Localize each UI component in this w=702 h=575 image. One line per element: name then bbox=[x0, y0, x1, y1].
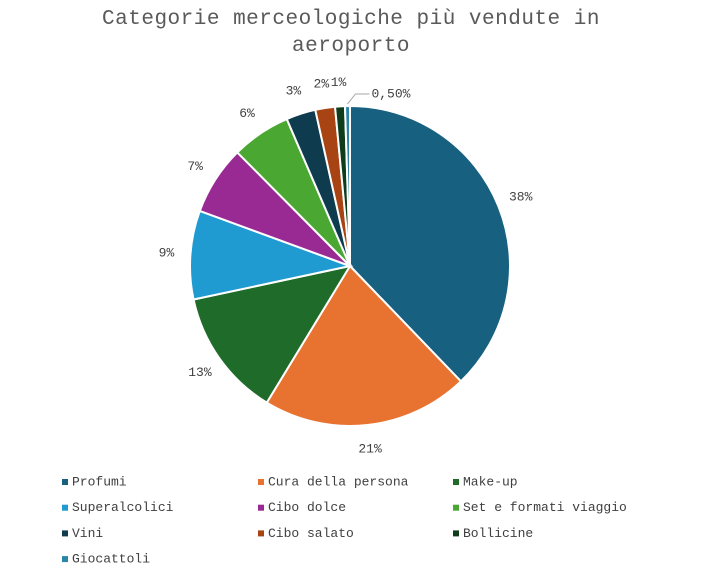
legend-swatch bbox=[62, 530, 68, 537]
legend-label: Cura della persona bbox=[268, 474, 409, 489]
legend-label: Make-up bbox=[463, 474, 518, 489]
legend-label: Cibo dolce bbox=[268, 500, 346, 515]
legend-swatch bbox=[258, 530, 264, 537]
pie-slice bbox=[265, 264, 463, 427]
data-label: 0,50% bbox=[371, 86, 410, 101]
legend-label: Superalcolici bbox=[72, 500, 174, 515]
data-label: 1% bbox=[331, 75, 347, 90]
leader-line bbox=[347, 93, 370, 105]
legend-swatch bbox=[62, 479, 68, 485]
legend-label: Cibo salato bbox=[268, 526, 354, 541]
legend-swatch bbox=[258, 504, 264, 511]
legend-swatch bbox=[453, 530, 459, 537]
legend-swatch bbox=[62, 504, 68, 511]
legend-label: Set e formati viaggio bbox=[463, 500, 627, 515]
data-label: 13% bbox=[188, 365, 212, 380]
data-label: 9% bbox=[159, 246, 175, 261]
legend-swatch bbox=[62, 556, 68, 563]
pie-slice bbox=[343, 104, 351, 267]
legend-label: Profumi bbox=[72, 474, 127, 489]
legend-swatch bbox=[453, 504, 459, 511]
legend-swatch bbox=[258, 479, 264, 485]
legend-label: Giocattoli bbox=[72, 552, 150, 567]
legend-label: Vini bbox=[72, 526, 103, 541]
pie-slice bbox=[189, 209, 354, 301]
data-label: 7% bbox=[187, 159, 203, 174]
legend-label: Bollicine bbox=[463, 526, 533, 541]
data-label: 2% bbox=[314, 77, 330, 92]
data-label: 6% bbox=[239, 106, 255, 121]
chart-title: Categorie merceologiche più vendute in a… bbox=[102, 8, 600, 58]
data-label: 3% bbox=[286, 83, 302, 98]
data-label: 38% bbox=[509, 190, 533, 205]
legend-swatch bbox=[453, 479, 459, 485]
pie-slice bbox=[192, 264, 353, 405]
pie-slice bbox=[349, 104, 511, 383]
data-label: 21% bbox=[358, 441, 382, 456]
